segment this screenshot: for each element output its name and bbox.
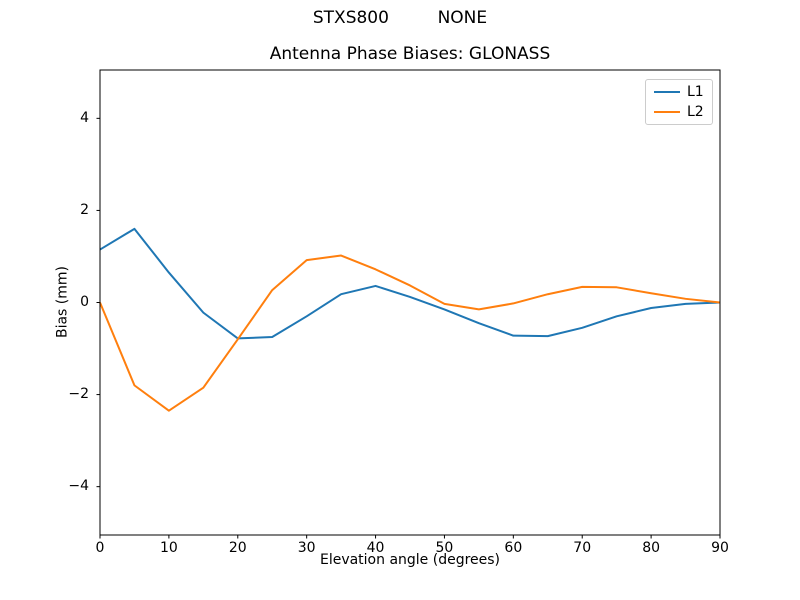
y-tick-label: 4 [80, 109, 89, 126]
y-tick-label: −2 [68, 386, 89, 403]
x-tick-label: 40 [366, 540, 385, 556]
x-tick-label: 70 [573, 540, 592, 556]
x-tick-label: 20 [228, 540, 247, 556]
l2-line-swatch [654, 111, 680, 113]
x-tick-label: 50 [435, 540, 454, 556]
x-tick-label: 90 [711, 540, 729, 556]
x-tick-label: 10 [159, 540, 178, 556]
legend-label-l2: L2 [687, 104, 704, 120]
figure-suptitle: STXS800 NONE [312, 8, 488, 28]
y-tick-label: 2 [80, 201, 89, 218]
y-tick-label: −4 [68, 478, 89, 495]
axis-ticks [96, 117, 721, 539]
x-tick-label: 30 [297, 540, 316, 556]
legend: L1 L2 [645, 79, 713, 125]
axes-frame [99, 69, 721, 536]
series-lines [99, 227, 721, 412]
x-tick-label: 80 [642, 540, 661, 556]
l1-line-swatch [654, 91, 680, 93]
legend-item-l1: L1 [646, 84, 712, 100]
series-line-l2 [99, 254, 721, 412]
x-tick-label: 0 [95, 540, 105, 556]
axes-title: Antenna Phase Biases: GLONASS [269, 44, 551, 64]
legend-label-l1: L1 [687, 84, 704, 100]
series-line-l1 [99, 227, 721, 340]
x-tick-label: 60 [504, 540, 523, 556]
x-axis-label: Elevation angle (degrees) [319, 552, 501, 568]
y-tick-label: 0 [80, 294, 89, 310]
legend-item-l2: L2 [646, 104, 712, 120]
